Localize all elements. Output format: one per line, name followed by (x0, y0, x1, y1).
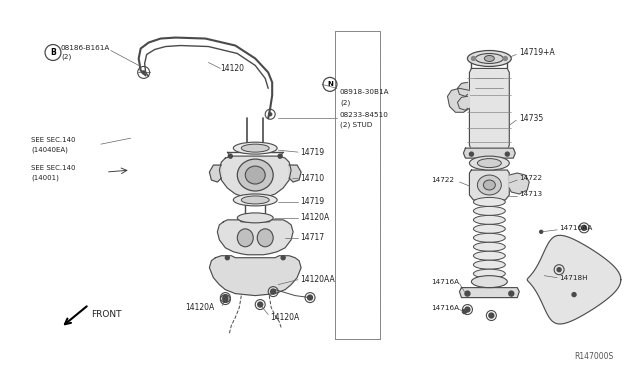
Text: 14716AA: 14716AA (559, 225, 593, 231)
Ellipse shape (474, 242, 506, 251)
Text: 08233-84510: 08233-84510 (340, 112, 389, 118)
Ellipse shape (474, 269, 506, 278)
Ellipse shape (234, 142, 277, 154)
Circle shape (142, 71, 145, 74)
Ellipse shape (467, 51, 511, 67)
Polygon shape (469, 170, 509, 200)
Bar (335, 31, 380, 339)
Circle shape (472, 57, 476, 61)
Polygon shape (458, 96, 467, 110)
Text: B: B (50, 48, 56, 57)
Text: 14719+A: 14719+A (519, 48, 555, 57)
Text: 14713: 14713 (519, 191, 542, 197)
Ellipse shape (474, 251, 506, 260)
Circle shape (223, 295, 228, 300)
Circle shape (582, 225, 586, 230)
Polygon shape (469, 68, 509, 150)
Ellipse shape (257, 229, 273, 247)
Bar (335, 31, 380, 339)
Circle shape (469, 152, 474, 156)
Polygon shape (509, 173, 529, 194)
Polygon shape (527, 235, 621, 324)
Circle shape (463, 310, 467, 314)
Circle shape (281, 256, 285, 260)
Ellipse shape (483, 180, 495, 190)
Text: 14120A: 14120A (186, 303, 215, 312)
Ellipse shape (476, 54, 503, 64)
Text: 08186-B161A: 08186-B161A (61, 45, 110, 51)
Polygon shape (458, 82, 467, 96)
Ellipse shape (469, 156, 509, 170)
Ellipse shape (484, 55, 494, 61)
Circle shape (572, 293, 576, 296)
Circle shape (506, 152, 509, 156)
Polygon shape (220, 156, 291, 196)
Circle shape (228, 154, 232, 158)
Text: (2) STUD: (2) STUD (340, 122, 372, 128)
Ellipse shape (474, 215, 506, 224)
Circle shape (557, 268, 561, 272)
Text: 14717: 14717 (300, 233, 324, 242)
Ellipse shape (474, 198, 506, 206)
Polygon shape (209, 165, 221, 182)
Ellipse shape (474, 224, 506, 233)
Text: N: N (327, 81, 333, 87)
Text: FRONT: FRONT (91, 310, 122, 319)
Polygon shape (460, 288, 519, 298)
Ellipse shape (477, 158, 501, 167)
Text: R147000S: R147000S (575, 352, 614, 361)
Circle shape (465, 307, 470, 312)
Circle shape (258, 302, 262, 307)
Circle shape (225, 256, 229, 260)
Text: 14710: 14710 (300, 173, 324, 183)
Ellipse shape (477, 175, 501, 195)
Text: 14120A: 14120A (300, 214, 330, 222)
Polygon shape (289, 165, 301, 182)
Text: SEE SEC.140: SEE SEC.140 (31, 165, 76, 171)
Ellipse shape (472, 276, 508, 288)
Text: 14716A: 14716A (431, 305, 460, 311)
Polygon shape (447, 89, 469, 112)
Text: SEE SEC.140: SEE SEC.140 (31, 137, 76, 143)
Text: 14719: 14719 (300, 198, 324, 206)
Circle shape (308, 295, 312, 300)
Text: 14722: 14722 (519, 175, 542, 181)
Circle shape (465, 291, 470, 296)
Text: (2): (2) (61, 53, 71, 60)
Text: (2): (2) (340, 99, 350, 106)
Text: 08918-30B1A: 08918-30B1A (340, 89, 390, 95)
Ellipse shape (237, 159, 273, 191)
Polygon shape (209, 256, 301, 296)
Ellipse shape (241, 196, 269, 204)
Text: 14120AA: 14120AA (300, 275, 335, 284)
Ellipse shape (241, 144, 269, 152)
Ellipse shape (474, 233, 506, 242)
Text: 14722: 14722 (431, 177, 454, 183)
Circle shape (503, 57, 508, 61)
Text: 14719: 14719 (300, 148, 324, 157)
Circle shape (223, 297, 228, 302)
Ellipse shape (474, 206, 506, 215)
Ellipse shape (237, 213, 273, 223)
Circle shape (489, 313, 494, 318)
Polygon shape (463, 148, 515, 158)
Text: 14120: 14120 (220, 64, 244, 73)
Text: 14120A: 14120A (270, 313, 300, 322)
Ellipse shape (234, 194, 277, 206)
Text: 14716A: 14716A (431, 279, 460, 285)
Text: 14718H: 14718H (559, 275, 588, 280)
Text: (14001): (14001) (31, 175, 59, 181)
Circle shape (269, 113, 272, 116)
Circle shape (278, 154, 282, 158)
Circle shape (271, 289, 276, 294)
Ellipse shape (245, 166, 265, 184)
Circle shape (540, 230, 543, 233)
Polygon shape (218, 220, 293, 255)
Circle shape (509, 291, 514, 296)
Ellipse shape (237, 229, 253, 247)
Text: (14040EA): (14040EA) (31, 147, 68, 153)
Ellipse shape (474, 260, 506, 269)
Text: 14735: 14735 (519, 114, 543, 123)
